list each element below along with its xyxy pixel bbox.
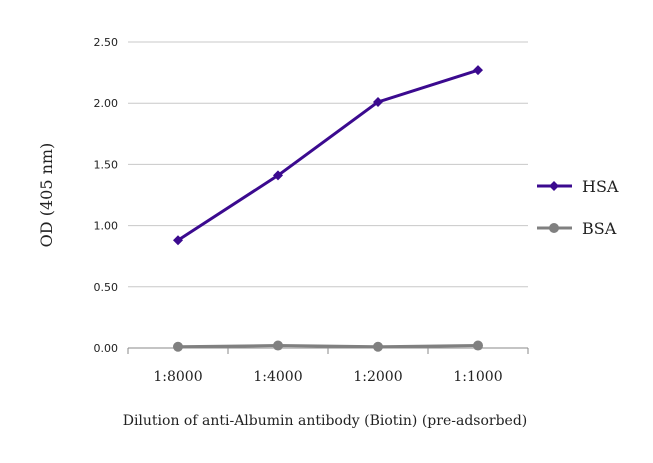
data-point-bsa [173, 341, 183, 352]
data-point-bsa [373, 341, 383, 352]
y-tick-label: 2.50 [94, 36, 119, 49]
x-tick-label: 1:8000 [153, 369, 202, 385]
data-point-hsa [373, 96, 383, 107]
x-tick-label: 1:1000 [453, 369, 502, 385]
legend-marker [549, 181, 559, 191]
x-tick-label: 1:4000 [253, 369, 302, 385]
legend-label: HSA [582, 177, 619, 196]
y-tick-label: 2.00 [94, 97, 119, 110]
y-tick-label: 0.00 [94, 342, 119, 355]
series-line-hsa [177, 68, 479, 242]
data-point-hsa [173, 235, 183, 246]
y-tick-label: 1.50 [94, 158, 119, 171]
data-point-hsa [473, 65, 483, 76]
series-lines [173, 65, 483, 352]
data-point-bsa [473, 340, 483, 351]
axes: 0.00 0.50 1.00 1.50 2.00 2.50 1:8000 1:4000 1:20… [94, 36, 529, 385]
y-axis-title: OD (405 nm) [37, 143, 56, 248]
legend-item-hsa: HSA [537, 177, 619, 196]
x-axis-title: Dilution of anti-Albumin antibody (Bioti… [123, 413, 528, 429]
legend: HSA BSA [537, 177, 619, 238]
gridlines [128, 41, 528, 349]
data-point-hsa [273, 170, 283, 181]
legend-marker [549, 223, 559, 233]
y-tick-label: 1.00 [94, 220, 119, 233]
series-line-bsa [177, 344, 479, 349]
y-tick-label: 0.50 [94, 281, 119, 294]
data-point-bsa [273, 340, 283, 351]
legend-item-bsa: BSA [537, 219, 617, 238]
x-tick-label: 1:2000 [353, 369, 402, 385]
legend-label: BSA [582, 219, 617, 238]
